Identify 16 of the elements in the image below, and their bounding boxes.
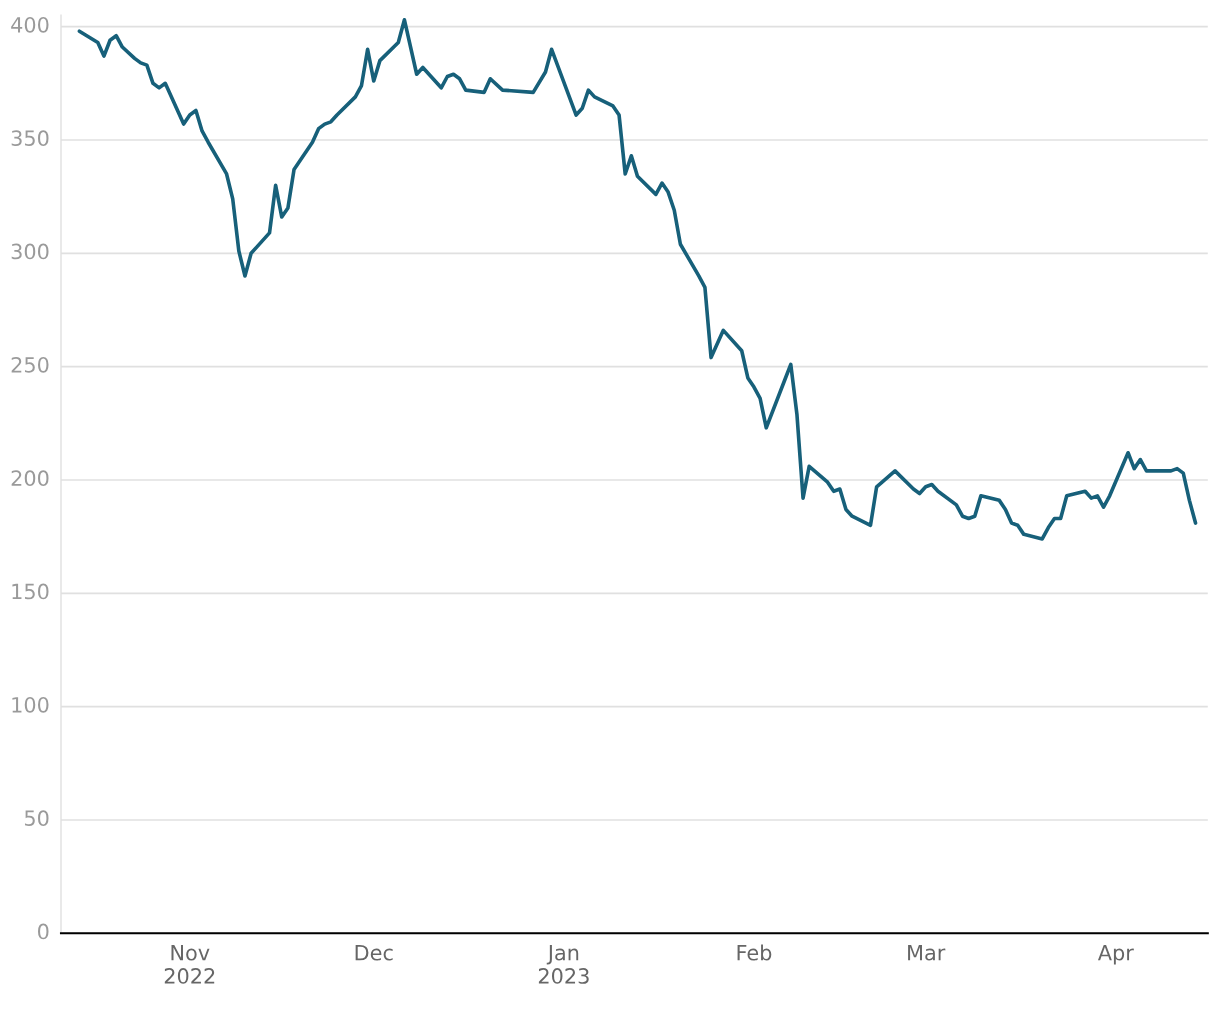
y-tick-label: 200 — [11, 470, 49, 487]
y-tick-label: 350 — [11, 130, 49, 147]
y-tick-label: 250 — [11, 356, 49, 373]
x-tick-label: Nov 2022 — [164, 945, 215, 984]
y-tick-label: 50 — [24, 810, 49, 827]
x-tick-label: Feb — [737, 944, 772, 961]
y-tick-label: 400 — [11, 16, 49, 33]
line-series — [77, 18, 1198, 541]
y-tick-label: 300 — [11, 243, 49, 260]
y-tick-label: 150 — [12, 583, 49, 600]
x-tick-label: Dec — [355, 945, 393, 961]
x-tick-label: Apr — [1097, 945, 1134, 965]
y-tick-label: 0 — [38, 923, 49, 940]
x-tick-label: Mar — [908, 945, 946, 961]
y-tick-label: 100 — [12, 696, 49, 713]
x-tick-label: Jan 2023 — [538, 945, 589, 984]
